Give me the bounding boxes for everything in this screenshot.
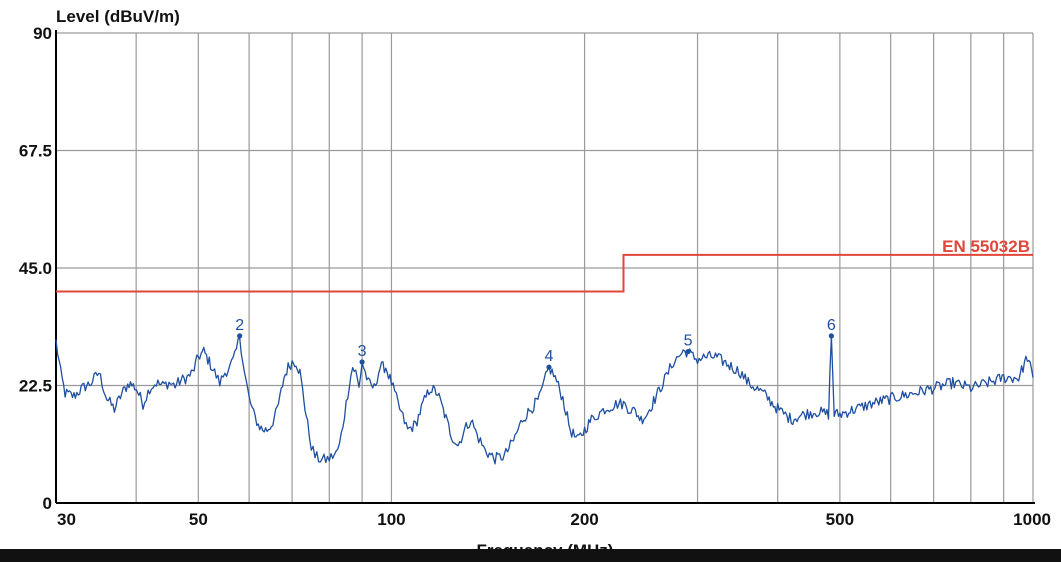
y-axis-label: Level (dBuV/m) — [56, 7, 180, 26]
y-tick-label: 67.5 — [19, 142, 52, 161]
marker-point — [685, 348, 691, 355]
y-tick-label: 90 — [33, 24, 52, 43]
marker-point — [359, 359, 365, 365]
trace-path — [55, 335, 1034, 465]
x-tick-label: 50 — [189, 510, 208, 529]
marker-point — [828, 333, 834, 339]
limit-line — [56, 253, 1033, 293]
x-tick-label: 500 — [826, 510, 854, 529]
y-tick-label: 22.5 — [19, 377, 52, 396]
marker-label: 6 — [827, 317, 836, 334]
marker-point — [546, 364, 552, 370]
x-tick-label: 100 — [377, 510, 405, 529]
x-axis-label: Frequency (MHz) — [477, 541, 614, 549]
x-tick-label: 1000 — [1013, 510, 1051, 529]
x-tick-label: 200 — [570, 510, 598, 529]
bottom-bar — [0, 549, 1061, 562]
chart-background — [0, 0, 1061, 549]
axes — [55, 30, 1035, 504]
measurement-trace — [55, 335, 1034, 465]
x-tick-label: 30 — [57, 510, 76, 529]
y-tick-label: 45.0 — [19, 259, 52, 278]
limit-line-label: EN 55032B — [942, 237, 1030, 256]
y-tick-label: 0 — [43, 494, 52, 513]
markers: 2 3 4 5 6 — [235, 317, 836, 370]
marker-label: 5 — [684, 333, 693, 350]
marker-point — [237, 333, 243, 339]
marker-label: 2 — [235, 317, 244, 334]
tick-labels: 0 22.5 45.0 67.5 90 30 50 100 200 500 1000 — [19, 24, 1051, 529]
marker-label: 4 — [545, 348, 554, 365]
marker-label: 3 — [358, 343, 367, 360]
emission-chart: 2 3 4 5 6 0 22.5 45.0 67.5 90 30 50 100 200 500 1000 L… — [0, 0, 1061, 549]
limit-line-path — [56, 253, 1033, 293]
